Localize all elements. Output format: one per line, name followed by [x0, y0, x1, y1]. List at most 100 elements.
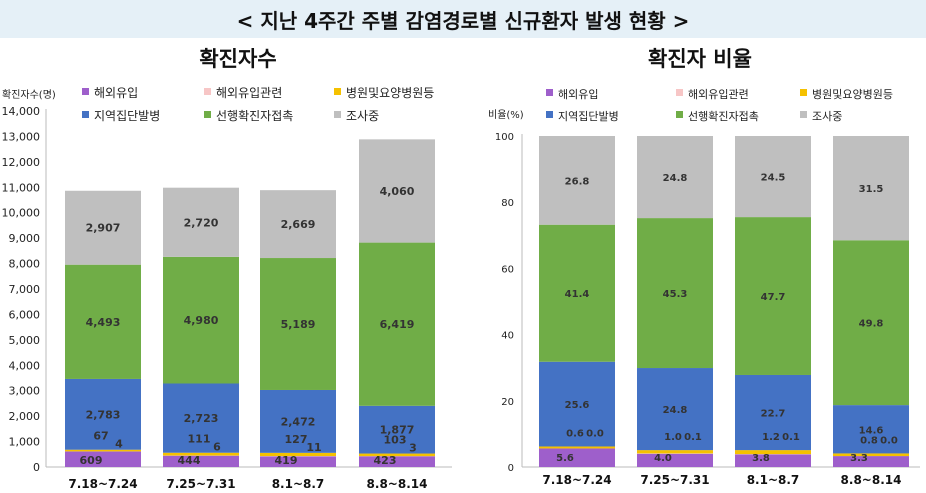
data-label: 5,189	[281, 318, 316, 331]
data-label: 111	[188, 433, 211, 446]
data-label: 609	[80, 454, 103, 467]
data-label: 0.0	[880, 435, 898, 446]
y-tick-label: 0	[33, 461, 40, 474]
y-tick-label: 6,000	[9, 308, 41, 321]
legend-swatch	[800, 89, 807, 96]
data-label: 4,493	[86, 316, 121, 329]
y-tick-label: 7,000	[9, 283, 41, 296]
bar-segment	[260, 389, 336, 453]
legend-label: 병원및요양병원등	[346, 86, 434, 100]
bar-segment	[260, 190, 336, 259]
data-label: 31.5	[859, 184, 884, 195]
legend-label: 선행확진자접촉	[216, 108, 293, 123]
chart-title: 확진자수	[199, 47, 276, 71]
bar-segment	[163, 455, 239, 467]
data-label: 24.5	[761, 173, 786, 184]
data-label: 2,783	[86, 408, 121, 421]
data-label: 3	[409, 442, 417, 455]
data-label: 4,060	[380, 185, 415, 198]
data-label: 3.8	[752, 453, 770, 464]
y-tick-label: 60	[501, 264, 514, 275]
bar-segment	[833, 453, 909, 457]
chart-title: 확진자 비율	[648, 47, 752, 71]
x-tick-label: 7.18~7.24	[68, 477, 137, 491]
legend-swatch	[800, 111, 807, 118]
legend-swatch	[82, 111, 89, 118]
y-tick-label: 4,000	[9, 359, 41, 372]
data-label: 0.1	[684, 432, 702, 443]
data-label: 22.7	[761, 409, 786, 420]
bar-segment	[359, 405, 435, 454]
data-label: 0.1	[782, 432, 800, 443]
data-label: 4.0	[654, 453, 672, 464]
legend-label: 지역집단발병	[558, 110, 619, 123]
data-label: 1.2	[762, 432, 780, 443]
legend-swatch	[204, 88, 211, 95]
data-label: 14.6	[859, 425, 884, 436]
legend-label: 해외유입	[558, 87, 598, 101]
bar-segment	[735, 374, 811, 451]
bar-segment	[359, 139, 435, 243]
data-label: 11	[306, 441, 321, 454]
bar-segment	[637, 136, 713, 219]
bar-segment	[539, 448, 615, 467]
legend-swatch	[676, 111, 683, 118]
data-label: 0.0	[586, 428, 604, 439]
data-label: 25.6	[565, 400, 590, 411]
data-label: 5.6	[556, 453, 574, 464]
legend-swatch	[546, 89, 553, 96]
bar-segment	[637, 368, 713, 451]
data-label: 41.4	[565, 289, 590, 300]
bar-segment	[65, 449, 141, 452]
y-tick-label: 13,000	[2, 130, 41, 143]
data-label: 24.8	[663, 405, 688, 416]
legend-label: 지역집단발병	[94, 109, 160, 123]
bar-segment	[65, 264, 141, 379]
data-label: 0.6	[566, 428, 584, 439]
data-label: 127	[285, 433, 308, 446]
bar-segment	[359, 456, 435, 467]
data-label: 1,877	[380, 424, 415, 437]
x-tick-label: 8.1~8.7	[747, 473, 800, 487]
y-tick-label: 20	[501, 397, 514, 408]
x-tick-label: 7.25~7.31	[166, 477, 235, 491]
y-tick-label: 11,000	[2, 181, 41, 194]
data-label: 2,723	[184, 412, 219, 425]
bar-segment	[260, 258, 336, 390]
y-tick-label: 40	[501, 331, 514, 342]
page-title: < 지난 4주간 주별 감염경로별 신규환자 발생 현황 >	[0, 0, 926, 38]
bar-segment	[359, 242, 435, 406]
y-axis-label: 비율(%)	[488, 109, 524, 121]
data-label: 2,472	[281, 415, 316, 428]
legend-swatch	[334, 111, 341, 118]
bar-segment	[833, 240, 909, 406]
y-tick-label: 100	[495, 132, 514, 143]
bar-segment	[637, 218, 713, 369]
data-label: 423	[374, 454, 397, 467]
x-tick-label: 8.8~8.14	[841, 473, 902, 487]
bar-segment	[539, 446, 615, 449]
bar-segment	[539, 224, 615, 362]
data-label: 1.0	[664, 432, 682, 443]
y-tick-label: 10,000	[2, 207, 41, 220]
data-label: 45.3	[663, 289, 688, 300]
legend-label: 해외유입	[94, 86, 138, 100]
legend-label: 조사중	[346, 109, 379, 123]
bar-segment	[735, 136, 811, 218]
y-tick-label: 80	[501, 198, 514, 209]
y-tick-label: 2,000	[9, 410, 41, 423]
legend-swatch	[676, 89, 683, 96]
bar-segment	[163, 256, 239, 384]
bar-segment	[833, 136, 909, 241]
bar-segment	[637, 450, 713, 454]
bar-segment	[163, 187, 239, 257]
data-label: 26.8	[565, 176, 590, 187]
bar-segment	[359, 453, 435, 457]
y-tick-label: 1,000	[9, 436, 41, 449]
bar-segment	[637, 453, 713, 467]
data-label: 2,669	[281, 218, 316, 231]
y-tick-label: 9,000	[9, 232, 41, 245]
legend-label: 선행확진자접촉	[688, 110, 759, 123]
bar-segment	[65, 378, 141, 450]
